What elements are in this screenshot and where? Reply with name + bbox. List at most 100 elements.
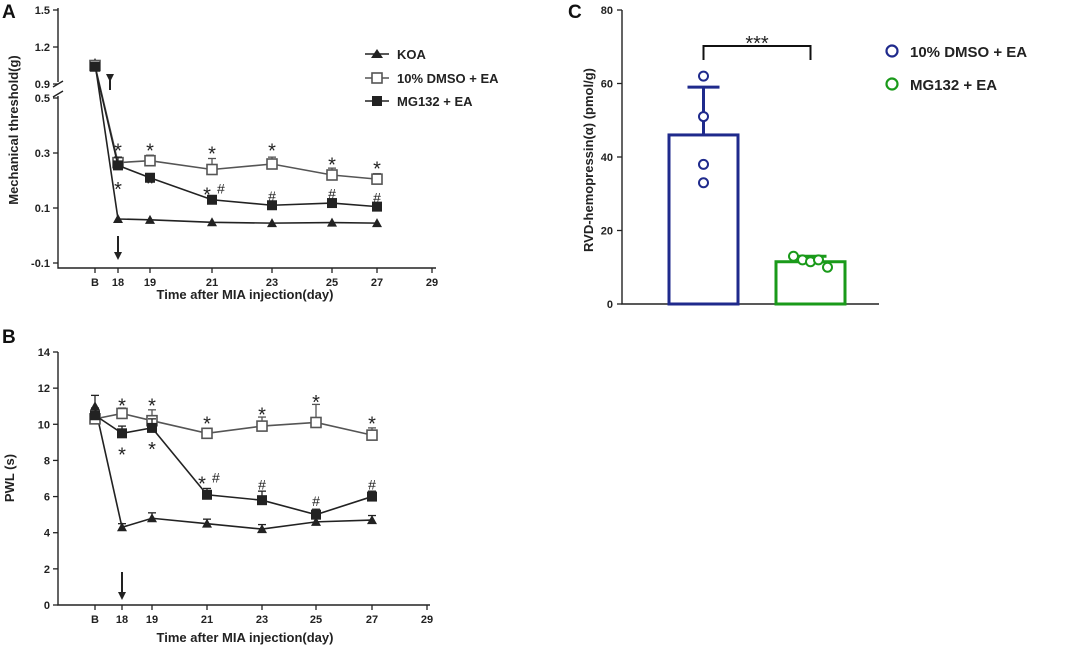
annotation-label: * <box>208 143 216 165</box>
significance-bracket <box>702 45 812 60</box>
triangle-marker-icon <box>257 524 267 534</box>
filled-square-marker-icon <box>372 201 382 212</box>
triangle-marker-icon <box>372 218 382 228</box>
open-square-marker-icon <box>201 427 213 440</box>
y-tick-label: 4 <box>44 528 51 540</box>
significance-star: * <box>198 473 206 495</box>
annotation-label: * <box>148 439 156 461</box>
filled-square-marker-icon <box>145 172 155 183</box>
x-tick-label: 21 <box>206 277 218 289</box>
triangle-marker-icon <box>202 518 212 528</box>
x-tick-label: 19 <box>144 277 156 289</box>
filled-square-marker-icon <box>117 428 127 439</box>
x-tick-label: 18 <box>112 277 124 289</box>
data-point <box>822 261 833 273</box>
data-point <box>698 70 709 82</box>
y-tick-label: 14 <box>38 347 51 359</box>
y-tick-label: 60 <box>601 79 613 91</box>
annotation-label: # <box>312 493 320 509</box>
panel-b-chart: 0 2 4 6 8 10 12 14 B 18 19 21 23 25 27 29 * * * * * * # * # * # *… <box>2 347 433 645</box>
x-tick-label: 21 <box>201 614 213 626</box>
annotation-label: * <box>118 396 126 418</box>
x-tick-label: 29 <box>421 614 433 626</box>
x-tick-label: 23 <box>266 277 278 289</box>
open-square-marker-icon <box>206 163 218 176</box>
legend-item-dmso: 10% DMSO + EA <box>365 71 499 86</box>
filled-square-marker-icon <box>372 96 382 106</box>
legend-c-label-dmso: 10% DMSO + EA <box>910 44 1027 61</box>
y-tick-label: 20 <box>601 226 613 238</box>
annotation-label: # <box>328 185 336 201</box>
triangle-marker-icon <box>145 214 155 224</box>
annotation-label: # <box>373 189 381 205</box>
annotation-label: # <box>212 469 220 485</box>
bar-mg132 <box>774 260 847 306</box>
open-square-marker-icon <box>144 154 156 167</box>
annotation-label: * <box>114 179 122 201</box>
filled-square-marker-icon <box>267 200 277 211</box>
triangle-marker-icon <box>327 217 337 227</box>
y-tick-label: 40 <box>601 152 613 164</box>
open-square-marker-icon <box>116 407 128 420</box>
panel-a-chart: -0.1 0.1 0.3 0.5 0.9 1.2 1.5 B 18 19 21 23 25 27 29 *… <box>6 5 438 302</box>
annotation-label: * <box>203 414 211 436</box>
open-circle-marker-icon <box>885 77 899 91</box>
annotation-label: * <box>148 396 156 418</box>
annotation-label: * <box>368 414 376 436</box>
annotation-label: # <box>368 477 376 493</box>
legend-item-koa: KOA <box>365 47 427 62</box>
panel-c-legend: 10% DMSO + EA MG132 + EA <box>885 44 1027 94</box>
panel-c-chart: 0 20 40 60 80 *** RVD-hemopressin(α) (pmol/g… <box>581 5 879 311</box>
triangle-marker-icon <box>117 522 127 532</box>
open-circle-marker-icon <box>885 44 899 58</box>
panel-b-x-axis-title: Time after MIA injection(day) <box>157 630 334 645</box>
open-square-marker-icon <box>366 429 378 441</box>
data-point <box>813 254 824 266</box>
open-square-marker-icon <box>266 158 278 170</box>
triangle-marker-icon <box>367 515 377 525</box>
panel-a-legend: KOA 10% DMSO + EA MG132 + EA <box>365 47 499 109</box>
triangle-marker-icon <box>207 217 217 227</box>
x-tick-label: 27 <box>366 614 378 626</box>
legend-label-koa: KOA <box>397 47 427 62</box>
arrow-head-icon <box>114 252 122 260</box>
annotation-label: * <box>114 141 122 163</box>
triangle-marker-icon <box>113 214 123 223</box>
open-square-marker-icon <box>256 420 268 432</box>
y-tick-label: 0.1 <box>35 203 50 215</box>
y-tick-label: 1.2 <box>35 42 50 54</box>
significance-label: *** <box>745 33 769 55</box>
annotation-label: * <box>373 158 381 180</box>
filled-square-marker-icon <box>327 198 337 209</box>
legend-item-mg132: MG132 + EA <box>365 94 473 109</box>
x-tick-label: 29 <box>426 277 438 289</box>
y-tick-label: 1.5 <box>35 5 50 17</box>
open-square-marker-icon <box>310 416 322 429</box>
annotation-label: * <box>146 141 154 163</box>
panel-letter-c: C <box>568 2 582 23</box>
y-tick-label: -0.1 <box>31 258 50 270</box>
triangle-marker-icon <box>311 516 321 526</box>
panel-a-y-axis-title: Mechanical threshold(g) <box>6 55 21 205</box>
x-tick-label: 23 <box>256 614 268 626</box>
filled-square-marker-icon <box>147 422 157 433</box>
open-square-marker-icon <box>371 72 383 84</box>
x-tick-label: 18 <box>116 614 128 626</box>
triangle-marker-icon <box>371 49 383 58</box>
filled-square-marker-icon <box>367 491 377 502</box>
arrow-head-icon <box>118 592 126 600</box>
y-tick-label: 0.5 <box>35 93 50 105</box>
filled-square-marker-icon <box>113 160 123 171</box>
filled-square-marker-icon <box>257 495 267 506</box>
legend-label-dmso: 10% DMSO + EA <box>397 71 499 86</box>
y-tick-label: 0.3 <box>35 148 50 160</box>
y-tick-label: 2 <box>44 564 50 576</box>
annotation-label: # <box>268 188 276 204</box>
open-square-marker-icon <box>371 173 383 185</box>
x-tick-label: 25 <box>310 614 322 626</box>
y-tick-label: 6 <box>44 492 50 504</box>
x-tick-label: B <box>91 277 99 289</box>
y-tick-label: 10 <box>38 419 50 431</box>
panel-a-x-axis-title: Time after MIA injection(day) <box>157 287 334 302</box>
